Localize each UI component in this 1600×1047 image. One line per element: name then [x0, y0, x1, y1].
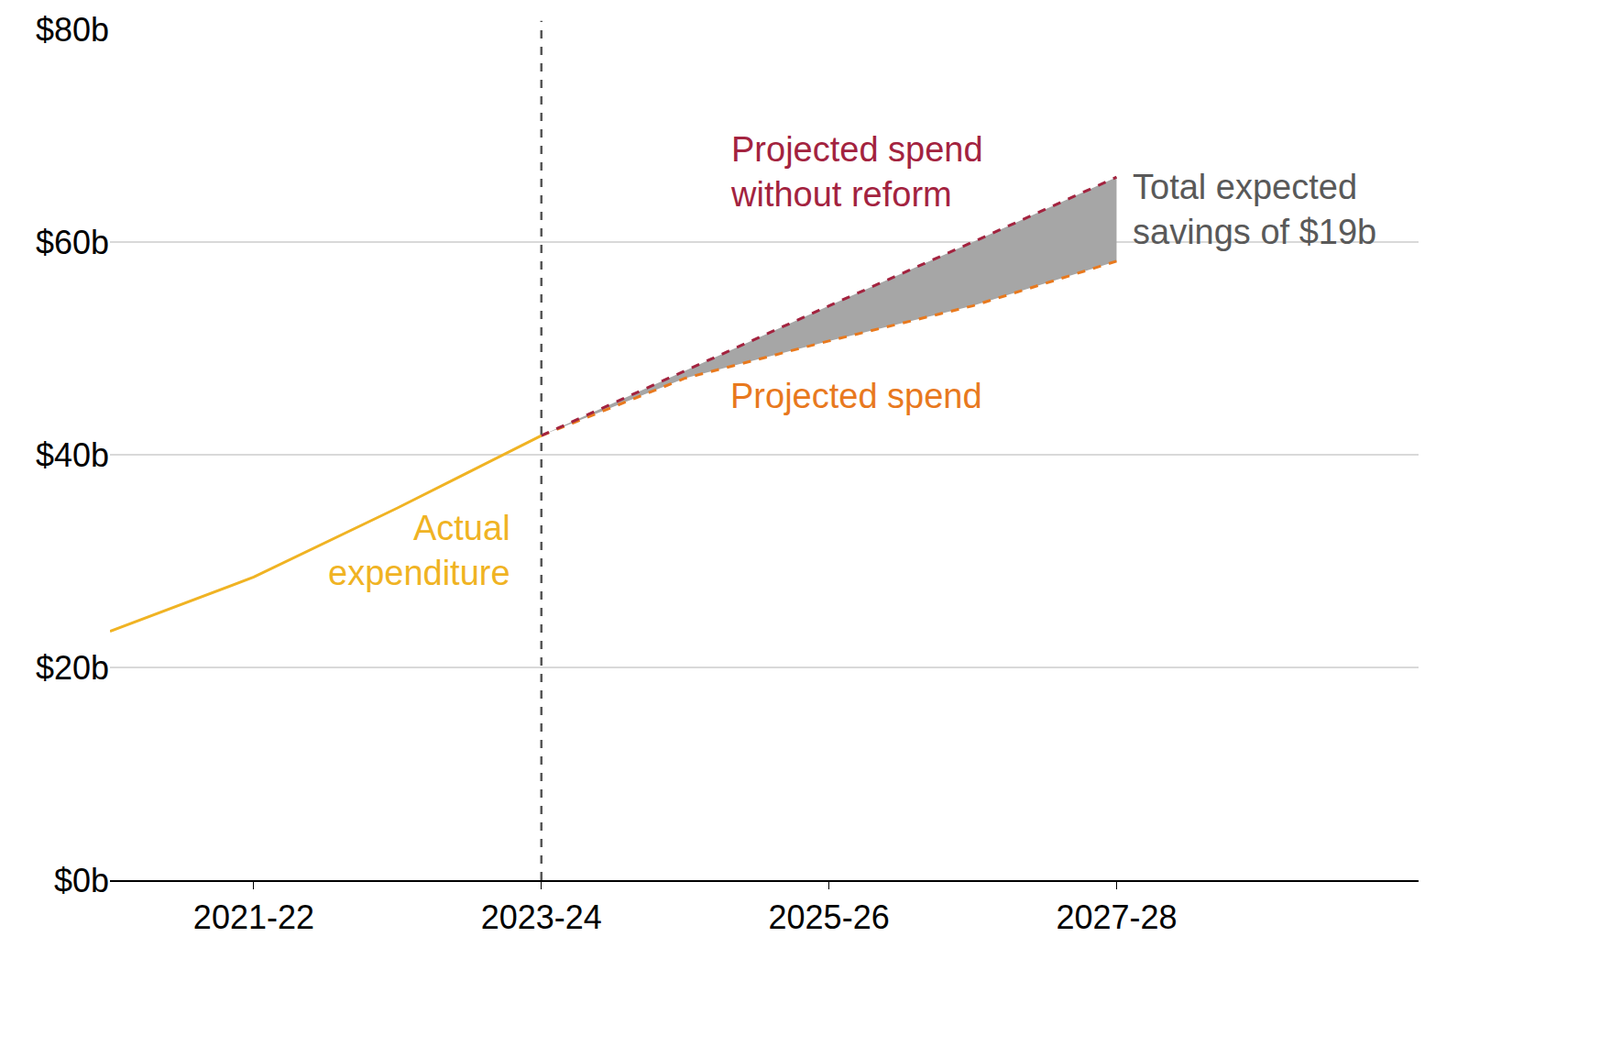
- svg-text:$20b: $20b: [35, 648, 110, 687]
- svg-text:Projected spendwithout reform: Projected spendwithout reform: [730, 130, 984, 214]
- svg-text:Projected spend: Projected spend: [730, 376, 983, 416]
- svg-text:2025-26: 2025-26: [768, 898, 890, 936]
- svg-text:$80b: $80b: [35, 10, 110, 49]
- svg-text:2023-24: 2023-24: [481, 898, 603, 936]
- svg-text:Actualexpenditure: Actualexpenditure: [328, 508, 511, 592]
- svg-text:$0b: $0b: [54, 861, 110, 899]
- svg-text:2021-22: 2021-22: [193, 898, 315, 936]
- svg-text:Total expectedsavings of $19b: Total expectedsavings of $19b: [1132, 167, 1377, 252]
- svg-text:$40b: $40b: [35, 436, 110, 474]
- svg-text:2027-28: 2027-28: [1055, 898, 1177, 936]
- svg-text:$60b: $60b: [35, 223, 110, 262]
